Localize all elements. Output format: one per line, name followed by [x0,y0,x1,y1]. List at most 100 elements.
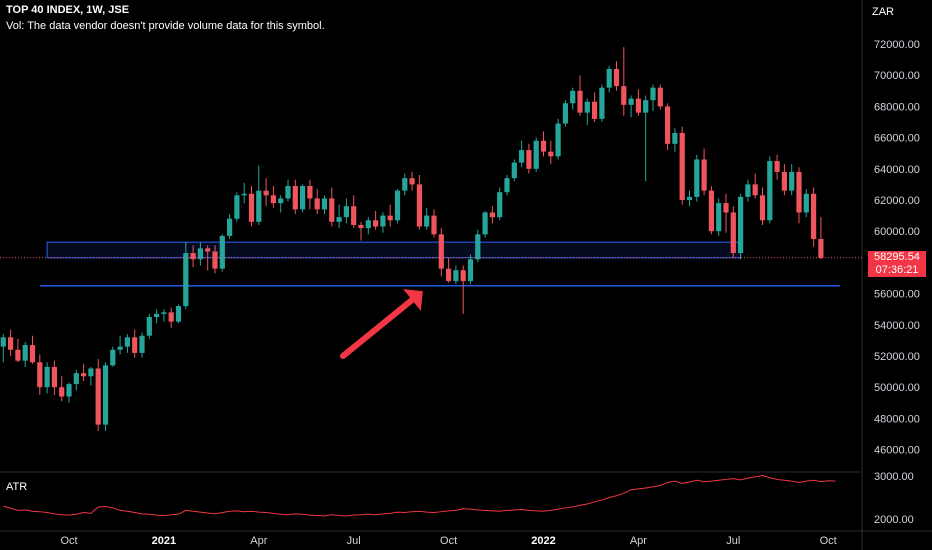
candle-body [73,373,79,385]
candle-body [102,365,109,425]
candle-body [314,198,320,210]
last-price-value: 58295.54 [874,251,920,263]
time-tick-label: Oct [820,535,837,547]
candle-body [803,193,809,213]
candle-body [132,337,138,353]
candle-body [679,132,685,200]
candle-body [227,218,233,236]
candle-body [88,368,94,377]
candle-body [446,268,452,282]
time-tick-label: 2021 [152,535,176,547]
price-tick-label: 68000.00 [874,101,920,113]
candle-body [759,195,766,221]
candle-body [665,106,671,144]
currency-label: ZAR [872,6,894,18]
candle-body [701,159,707,191]
candle-body [168,312,174,322]
candle-body [380,215,386,227]
candle-body [292,185,298,210]
candle-body [285,185,291,199]
candle-body [59,387,65,397]
atr-tick-label: 3000.00 [874,471,914,483]
atr-tick-label: 2000.00 [874,514,914,526]
price-tick-label: 64000.00 [874,164,920,176]
candle-body [15,349,21,361]
price-tick-label: 60000.00 [874,226,920,238]
time-tick-label: Oct [440,535,457,547]
candle-body [117,346,123,350]
candle-body [730,212,736,254]
candle-body [219,235,225,269]
candle-body [29,345,36,363]
candle-body [241,193,247,196]
time-tick-label: 2022 [531,535,555,547]
candle-body [329,198,335,222]
last-price-tag: 58295.54 07:36:21 [868,251,926,277]
candle-body [270,195,276,204]
candle-body [635,98,641,113]
candle-body [489,212,495,218]
candle-body [205,248,211,252]
candle-body [183,253,189,307]
candle-body [613,68,620,87]
candle-body [781,171,787,191]
candle-body [212,251,218,269]
candle-body [51,366,57,388]
candle-body [8,337,14,350]
candle-body [482,212,488,235]
candle-body [745,184,751,197]
candle-body [307,185,313,199]
candle-body [818,239,824,258]
atr-indicator-label[interactable]: ATR [6,481,28,493]
candle-body [321,198,328,210]
arrow-shaft [340,297,415,359]
candle-body [577,90,583,113]
candle-body [256,190,262,222]
candle-body [497,192,503,218]
candle-body [540,140,547,152]
candle-body [394,190,401,221]
candle-body [504,178,510,193]
time-tick-label: Oct [60,535,77,547]
candle-body [738,196,744,254]
candle-body [278,198,284,204]
candle-body [657,87,663,107]
symbol-title[interactable]: TOP 40 INDEX, 1W, JSE [6,4,130,16]
volume-note: Vol: The data vendor doesn't provide vol… [6,20,325,32]
candle-body [190,253,196,260]
candle-body [606,68,612,88]
candle-body [592,101,598,119]
candle-body [161,312,167,314]
candle-body [0,337,6,347]
price-tick-label: 46000.00 [874,445,920,457]
candle-body [796,171,802,213]
candle-body [263,190,269,196]
candle-body [351,206,357,225]
price-tick-label: 56000.00 [874,289,920,301]
candle-body [511,162,517,179]
candle-body [584,101,590,113]
candle-body [37,362,43,388]
candle-body [599,87,605,119]
candle-body [300,185,306,210]
atr-line [3,475,836,517]
candle-body [409,178,415,185]
atr-layer [3,475,836,517]
candle-body [723,203,729,213]
candle-body [752,184,758,196]
countdown-timer: 07:36:21 [875,264,919,276]
candle-body [467,259,474,282]
candle-body [475,234,481,260]
time-tick-label: Jul [347,535,361,547]
candle-body [22,345,28,361]
candle-body [519,150,525,163]
candle-body [789,171,795,191]
candle-body [139,335,145,353]
candle-body [81,373,87,377]
candle-body [44,366,50,388]
candle-body [694,159,700,197]
price-tick-label: 52000.00 [874,351,920,363]
